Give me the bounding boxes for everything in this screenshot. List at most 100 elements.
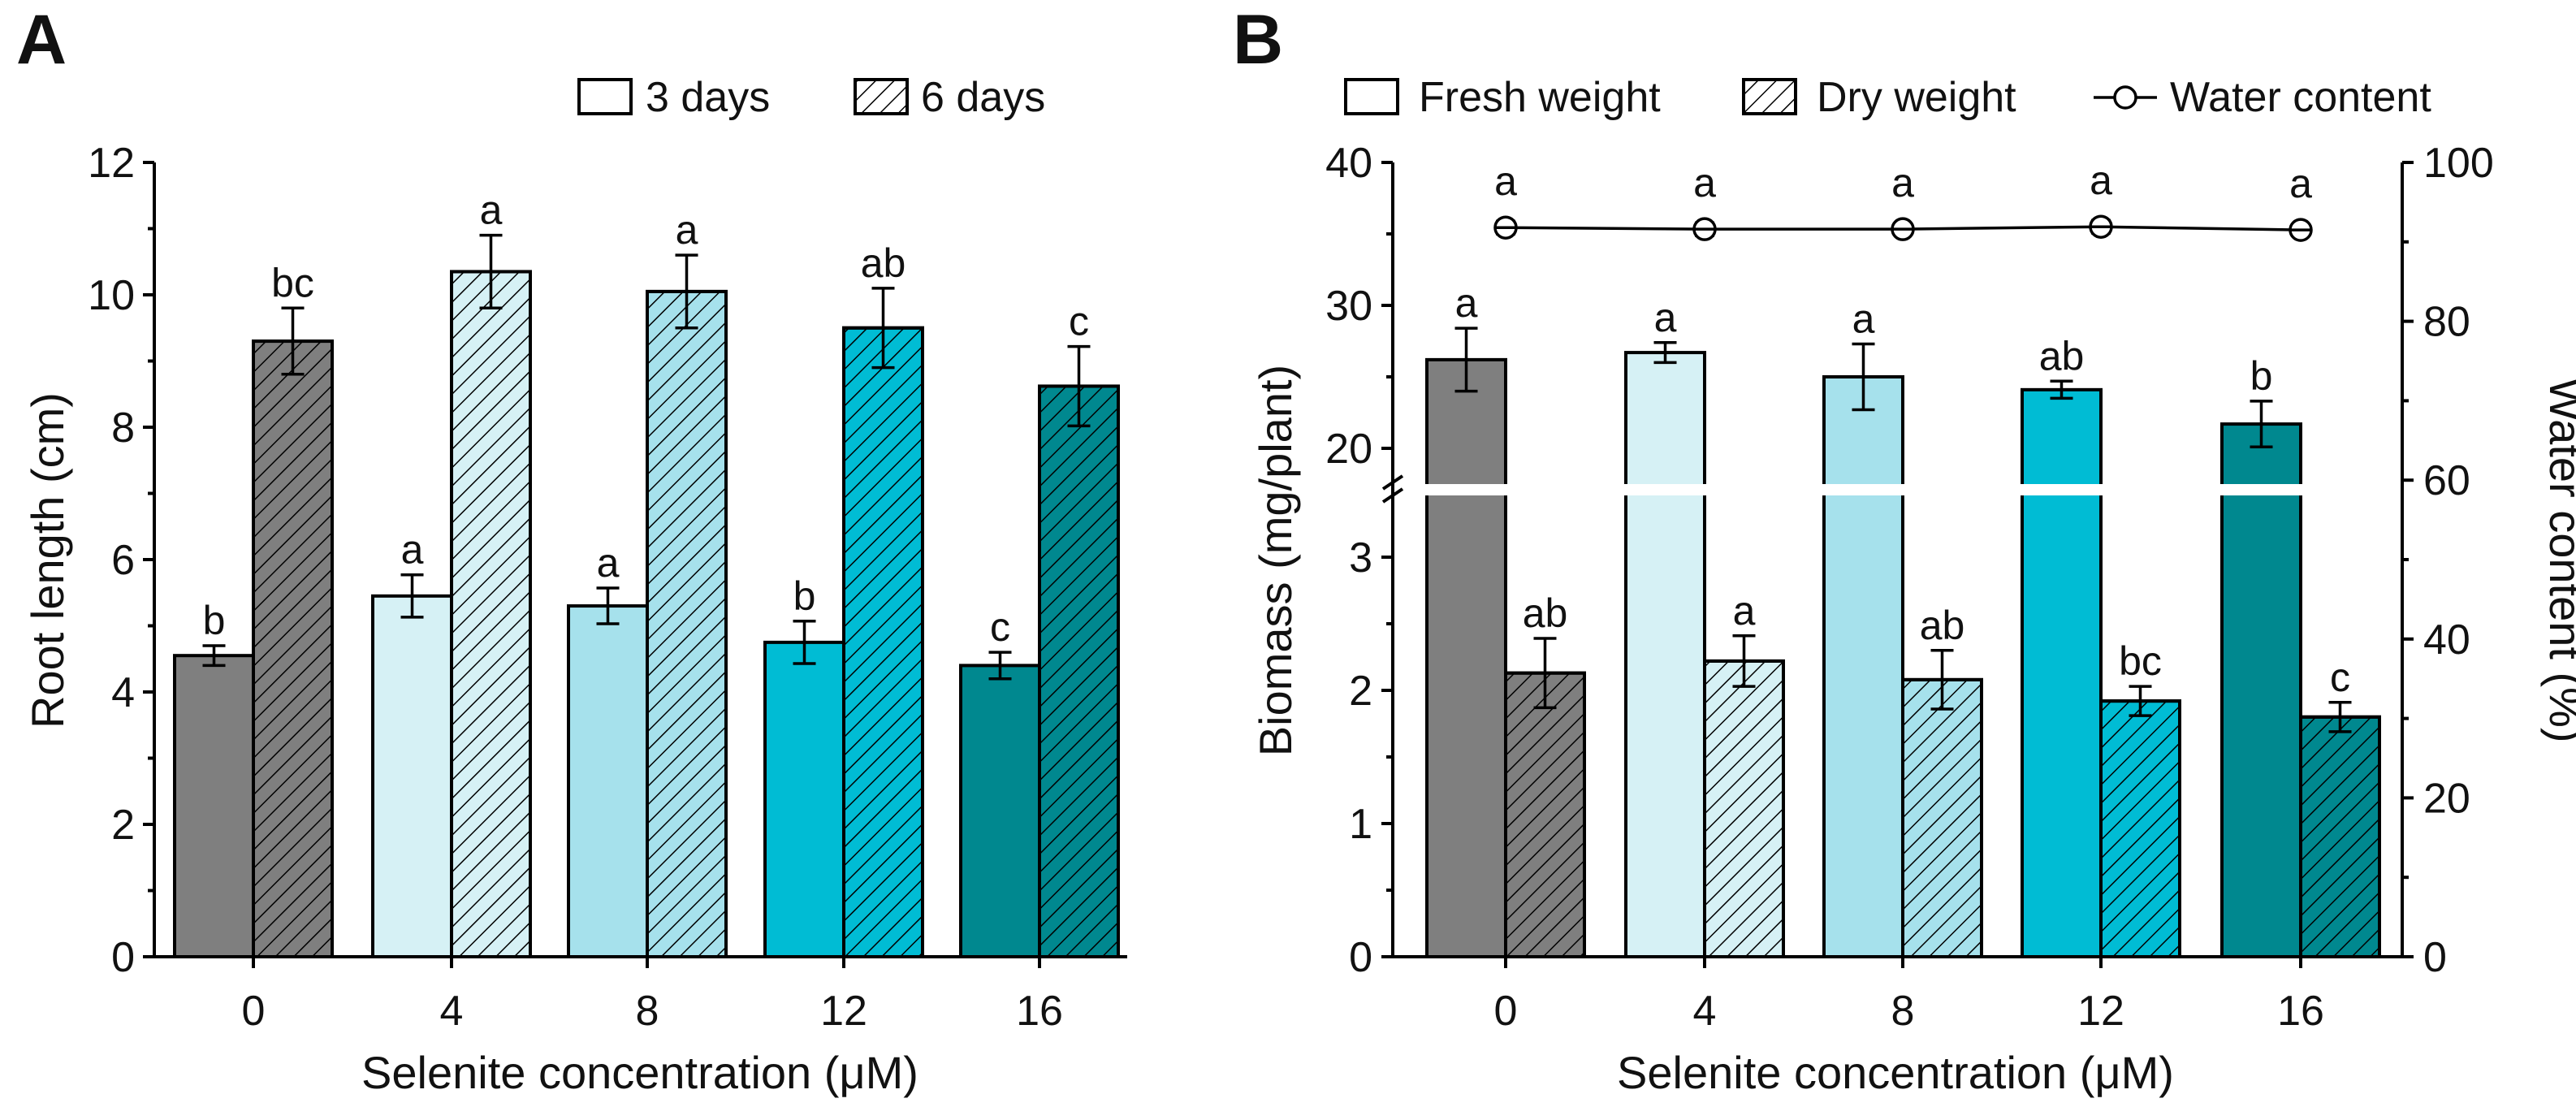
legend-marker-water-content <box>2113 85 2137 110</box>
bar-0um-3-days <box>173 654 255 958</box>
panel-b-left-y-ticks: 0 1 2 3 20 30 40 <box>1325 140 1393 981</box>
sig-letter-4um-dry-weight: a <box>1733 588 1756 634</box>
error-bar-0um-6-days <box>281 306 305 376</box>
sig-letter-12um-3-days: b <box>793 573 816 619</box>
panel-b-x-axis-title: Selenite concentration (μM) <box>1617 1047 2174 1098</box>
legend-label-water-content: Water content <box>2170 74 2431 121</box>
error-bar-4um-dry-weight <box>1732 634 1756 688</box>
legend-swatch-dry-weight <box>1742 78 1797 115</box>
bar-4um-3-days <box>371 594 453 958</box>
legend-swatch-6-days <box>854 78 909 115</box>
sig-letter-0um-dry-weight: ab <box>1523 590 1568 636</box>
bar-12um-dry-weight-hatch <box>2099 699 2181 958</box>
y-tick-label-12: 12 <box>88 140 135 187</box>
panel-a-x-ticks: 0 4 8 12 16 <box>242 957 1063 1035</box>
y-tick-label-4: 4 <box>111 669 135 716</box>
sig-letter-8um-3-days: a <box>597 540 620 586</box>
error-bar-8um-6-days <box>675 253 698 330</box>
error-bar-16um-dry-weight <box>2328 701 2352 733</box>
y-tick-label-0: 0 <box>111 934 135 981</box>
panel-b-left-axis-title: Biomass (mg/plant) <box>1250 365 1301 756</box>
bar-16um-3-days <box>959 664 1041 959</box>
sig-letter-12um-water-content: a <box>2090 158 2112 203</box>
panel-a-legend: 3 days 6 days <box>577 74 1045 121</box>
panel-a-y-axis-title: Root length (cm) <box>22 392 73 729</box>
right-y-tick-label-100: 100 <box>2423 140 2494 187</box>
sig-letter-8um-dry-weight: ab <box>1920 603 1965 648</box>
bar-16um-6-days-hatch <box>1038 384 1120 959</box>
bar-12um-6-days-hatch <box>842 326 924 958</box>
left-y-tick-label-20: 20 <box>1325 426 1372 473</box>
sig-letter-12um-fresh-weight: ab <box>2039 333 2085 378</box>
panel-b: B Fresh weight Dry weight Water content … <box>1233 1 2576 1098</box>
right-y-tick-label-80: 80 <box>2423 299 2470 346</box>
panel-b-bars <box>1425 351 2381 958</box>
bar-8um-dry-weight-hatch <box>1901 677 1983 958</box>
error-bar-8um-fresh-weight <box>1852 342 1875 412</box>
y-tick-label-10: 10 <box>88 272 135 319</box>
right-y-tick-label-20: 20 <box>2423 775 2470 822</box>
y-tick-label-2: 2 <box>111 802 135 849</box>
legend-label-3-days: 3 days <box>646 74 770 121</box>
panel-a-error-bars <box>202 233 1091 681</box>
panel-b-x-ticks: 0 4 8 12 16 <box>1494 957 2324 1035</box>
panel-b-water-content-line <box>1493 214 2313 242</box>
panel-b-letter: B <box>1233 1 1283 79</box>
sig-letter-12um-dry-weight: bc <box>2119 638 2162 684</box>
legend-label-6-days: 6 days <box>921 74 1045 121</box>
x-tick-label-12: 12 <box>820 988 867 1035</box>
error-bar-0um-3-days <box>202 644 226 668</box>
bar-4um-dry-weight-hatch <box>1703 659 1785 958</box>
bar-8um-6-days-hatch <box>646 289 728 958</box>
sig-letter-16um-3-days: c <box>990 604 1010 650</box>
error-bar-12um-3-days <box>793 620 816 665</box>
sig-letter-8um-water-content: a <box>1891 160 1914 205</box>
x-tick-label-4: 4 <box>1693 988 1717 1035</box>
x-tick-label-12: 12 <box>2077 988 2124 1035</box>
left-y-tick-label-30: 30 <box>1325 283 1372 330</box>
sig-letter-12um-6-days: ab <box>861 240 906 286</box>
panel-b-right-y-ticks: 0 20 40 60 80 100 <box>2402 140 2494 981</box>
panel-a-x-axis-title: Selenite concentration (μM) <box>361 1047 918 1098</box>
sig-letter-4um-6-days: a <box>480 188 503 233</box>
sig-letter-0um-water-content: a <box>1494 158 1517 204</box>
panel-a-y-ticks: 0 2 4 6 8 10 12 <box>88 140 154 981</box>
bar-0um-6-days-hatch <box>252 339 334 958</box>
legend-label-dry-weight: Dry weight <box>1817 74 2016 121</box>
x-tick-label-4: 4 <box>440 988 464 1035</box>
sig-letter-8um-fresh-weight: a <box>1852 296 1875 342</box>
left-y-tick-label-1: 1 <box>1349 801 1372 848</box>
bar-4um-6-days-hatch <box>450 270 532 959</box>
x-tick-label-16: 16 <box>2277 988 2324 1035</box>
sig-letter-4um-water-content: a <box>1693 160 1716 205</box>
error-bar-8um-dry-weight <box>1930 649 1954 711</box>
x-tick-label-0: 0 <box>1494 988 1518 1035</box>
sig-letter-4um-3-days: a <box>401 527 424 573</box>
y-tick-label-8: 8 <box>111 404 135 452</box>
legend-label-fresh-weight: Fresh weight <box>1419 74 1661 121</box>
panel-b-error-bars <box>1454 326 2352 733</box>
error-bar-4um-6-days <box>479 233 503 310</box>
bar-16um-dry-weight-hatch <box>2299 715 2381 958</box>
right-y-tick-label-60: 60 <box>2423 457 2470 504</box>
x-tick-label-8: 8 <box>1891 988 1915 1035</box>
error-bar-16um-3-days <box>988 651 1012 681</box>
sig-letter-4um-fresh-weight: a <box>1654 295 1677 340</box>
x-tick-label-8: 8 <box>636 988 659 1035</box>
axis-break-band <box>1381 484 2397 495</box>
left-y-tick-label-0: 0 <box>1349 934 1372 981</box>
sig-letter-0um-fresh-weight: a <box>1455 280 1478 326</box>
error-bar-0um-dry-weight <box>1533 637 1557 710</box>
panel-b-right-axis-title: Water content (%) <box>2540 378 2576 742</box>
sig-letter-0um-3-days: b <box>203 598 226 643</box>
bar-0um-fresh-weight <box>1425 357 1507 958</box>
x-tick-label-0: 0 <box>242 988 266 1035</box>
legend-swatch-3-days <box>577 78 633 115</box>
left-y-tick-label-2: 2 <box>1349 668 1372 715</box>
left-y-tick-label-40: 40 <box>1325 140 1372 187</box>
panel-b-legend: Fresh weight Dry weight Water content <box>1344 74 2431 121</box>
x-tick-label-16: 16 <box>1016 988 1063 1035</box>
